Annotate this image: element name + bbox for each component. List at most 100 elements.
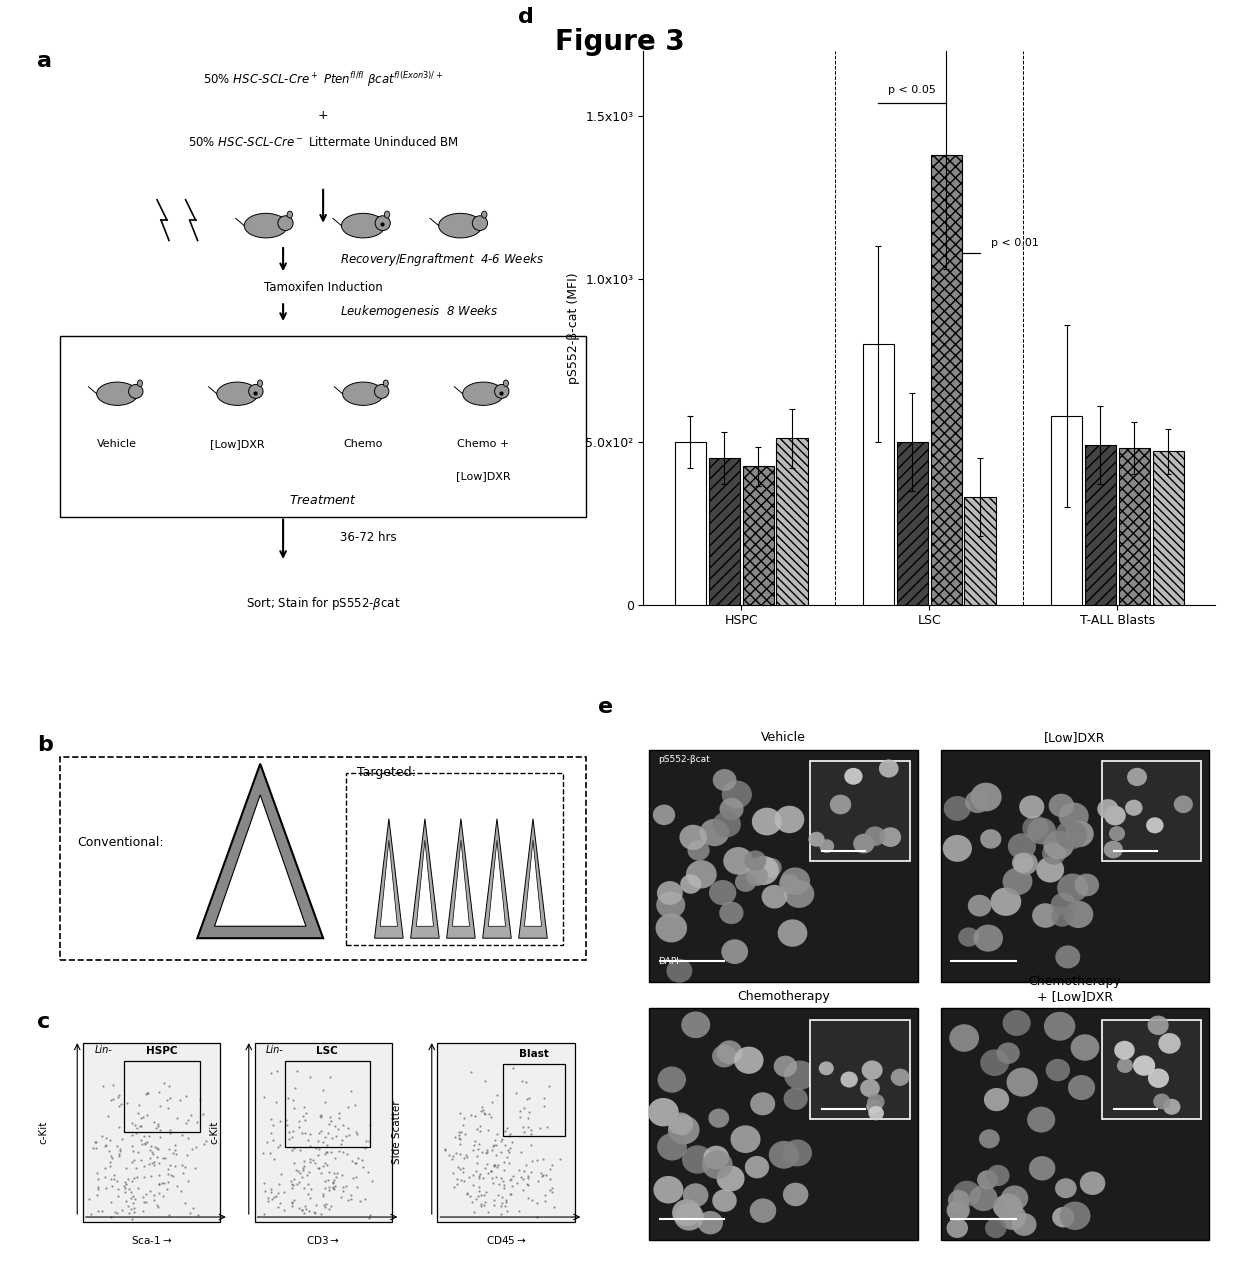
Point bbox=[517, 1108, 537, 1128]
Y-axis label: pS552-β-cat (MFI): pS552-β-cat (MFI) bbox=[567, 272, 580, 384]
Point bbox=[348, 1147, 368, 1168]
Ellipse shape bbox=[376, 216, 391, 231]
Circle shape bbox=[782, 1183, 808, 1206]
Point bbox=[507, 1173, 527, 1193]
Point bbox=[255, 1180, 275, 1201]
Circle shape bbox=[983, 1088, 1009, 1111]
Circle shape bbox=[861, 1079, 880, 1097]
Point bbox=[527, 1193, 547, 1213]
Point bbox=[175, 1193, 195, 1213]
Point bbox=[143, 1145, 162, 1165]
Point bbox=[312, 1184, 332, 1205]
Circle shape bbox=[946, 1219, 968, 1238]
Point bbox=[149, 1152, 169, 1173]
Text: Tamoxifen Induction: Tamoxifen Induction bbox=[264, 281, 382, 293]
Point bbox=[124, 1201, 144, 1221]
Point bbox=[516, 1155, 536, 1175]
Point bbox=[534, 1088, 554, 1109]
Point bbox=[281, 1170, 301, 1191]
Point bbox=[484, 1173, 503, 1193]
Point bbox=[295, 1102, 315, 1123]
Point bbox=[317, 1170, 337, 1191]
Point bbox=[435, 1139, 455, 1160]
Point bbox=[112, 1094, 131, 1114]
Point bbox=[315, 1127, 335, 1147]
Text: Chemo: Chemo bbox=[343, 439, 383, 449]
Circle shape bbox=[1012, 852, 1033, 873]
Point bbox=[314, 1194, 334, 1215]
Circle shape bbox=[784, 1060, 816, 1090]
Polygon shape bbox=[525, 840, 542, 926]
Ellipse shape bbox=[244, 213, 288, 237]
Point bbox=[148, 1197, 167, 1217]
Bar bbox=[776, 439, 807, 605]
Point bbox=[291, 1199, 311, 1220]
Circle shape bbox=[946, 1199, 970, 1221]
Point bbox=[150, 1096, 170, 1116]
Point bbox=[88, 1169, 108, 1189]
Point bbox=[87, 1162, 107, 1183]
Circle shape bbox=[980, 829, 1002, 849]
Point bbox=[463, 1192, 482, 1212]
Point bbox=[123, 1141, 143, 1161]
Circle shape bbox=[784, 880, 815, 909]
Circle shape bbox=[1070, 1035, 1100, 1060]
Circle shape bbox=[1115, 1041, 1135, 1059]
Point bbox=[95, 1136, 115, 1156]
Text: d: d bbox=[517, 6, 533, 27]
Point bbox=[293, 1160, 312, 1180]
Point bbox=[326, 1148, 346, 1169]
Circle shape bbox=[1174, 795, 1193, 813]
Point bbox=[458, 1184, 477, 1205]
Circle shape bbox=[808, 832, 825, 847]
Point bbox=[283, 1090, 303, 1110]
Point bbox=[329, 1108, 348, 1128]
Point bbox=[487, 1155, 507, 1175]
Point bbox=[518, 1116, 538, 1137]
Point bbox=[474, 1102, 494, 1123]
Circle shape bbox=[675, 1203, 704, 1230]
Point bbox=[315, 1170, 335, 1191]
Text: CD3$\rightarrow$: CD3$\rightarrow$ bbox=[306, 1234, 340, 1245]
Point bbox=[331, 1134, 351, 1155]
Point bbox=[263, 1115, 283, 1136]
Point bbox=[352, 1150, 372, 1170]
Point bbox=[265, 1185, 285, 1206]
Point bbox=[471, 1185, 491, 1206]
Bar bbox=[941, 750, 1209, 981]
Point bbox=[510, 1100, 529, 1120]
Point bbox=[295, 1123, 315, 1143]
Point bbox=[343, 1168, 363, 1188]
Point bbox=[100, 1192, 120, 1212]
Circle shape bbox=[1117, 1058, 1133, 1073]
Point bbox=[133, 1187, 153, 1207]
Point bbox=[181, 1105, 201, 1125]
Point bbox=[283, 1175, 303, 1196]
Text: $Recovery/Engraftment$  4-6 Weeks: $Recovery/Engraftment$ 4-6 Weeks bbox=[340, 251, 544, 268]
Point bbox=[496, 1189, 516, 1210]
Point bbox=[290, 1162, 310, 1183]
Text: +: + bbox=[317, 110, 329, 122]
Point bbox=[325, 1176, 345, 1197]
Point bbox=[527, 1150, 547, 1170]
Circle shape bbox=[699, 819, 729, 846]
Polygon shape bbox=[410, 819, 439, 938]
Point bbox=[159, 1173, 179, 1193]
Ellipse shape bbox=[374, 384, 389, 398]
Circle shape bbox=[1153, 1094, 1171, 1109]
Point bbox=[445, 1127, 465, 1147]
Point bbox=[140, 1180, 160, 1201]
Circle shape bbox=[784, 1087, 807, 1110]
Bar bbox=[743, 466, 774, 605]
Circle shape bbox=[1012, 1213, 1037, 1236]
Point bbox=[467, 1118, 487, 1138]
Point bbox=[469, 1134, 489, 1155]
Point bbox=[336, 1176, 356, 1197]
Point bbox=[310, 1105, 330, 1125]
Circle shape bbox=[1032, 903, 1059, 928]
Point bbox=[128, 1178, 148, 1198]
Circle shape bbox=[745, 865, 768, 886]
Circle shape bbox=[666, 958, 692, 983]
Point bbox=[320, 1108, 340, 1128]
Circle shape bbox=[977, 1170, 998, 1189]
